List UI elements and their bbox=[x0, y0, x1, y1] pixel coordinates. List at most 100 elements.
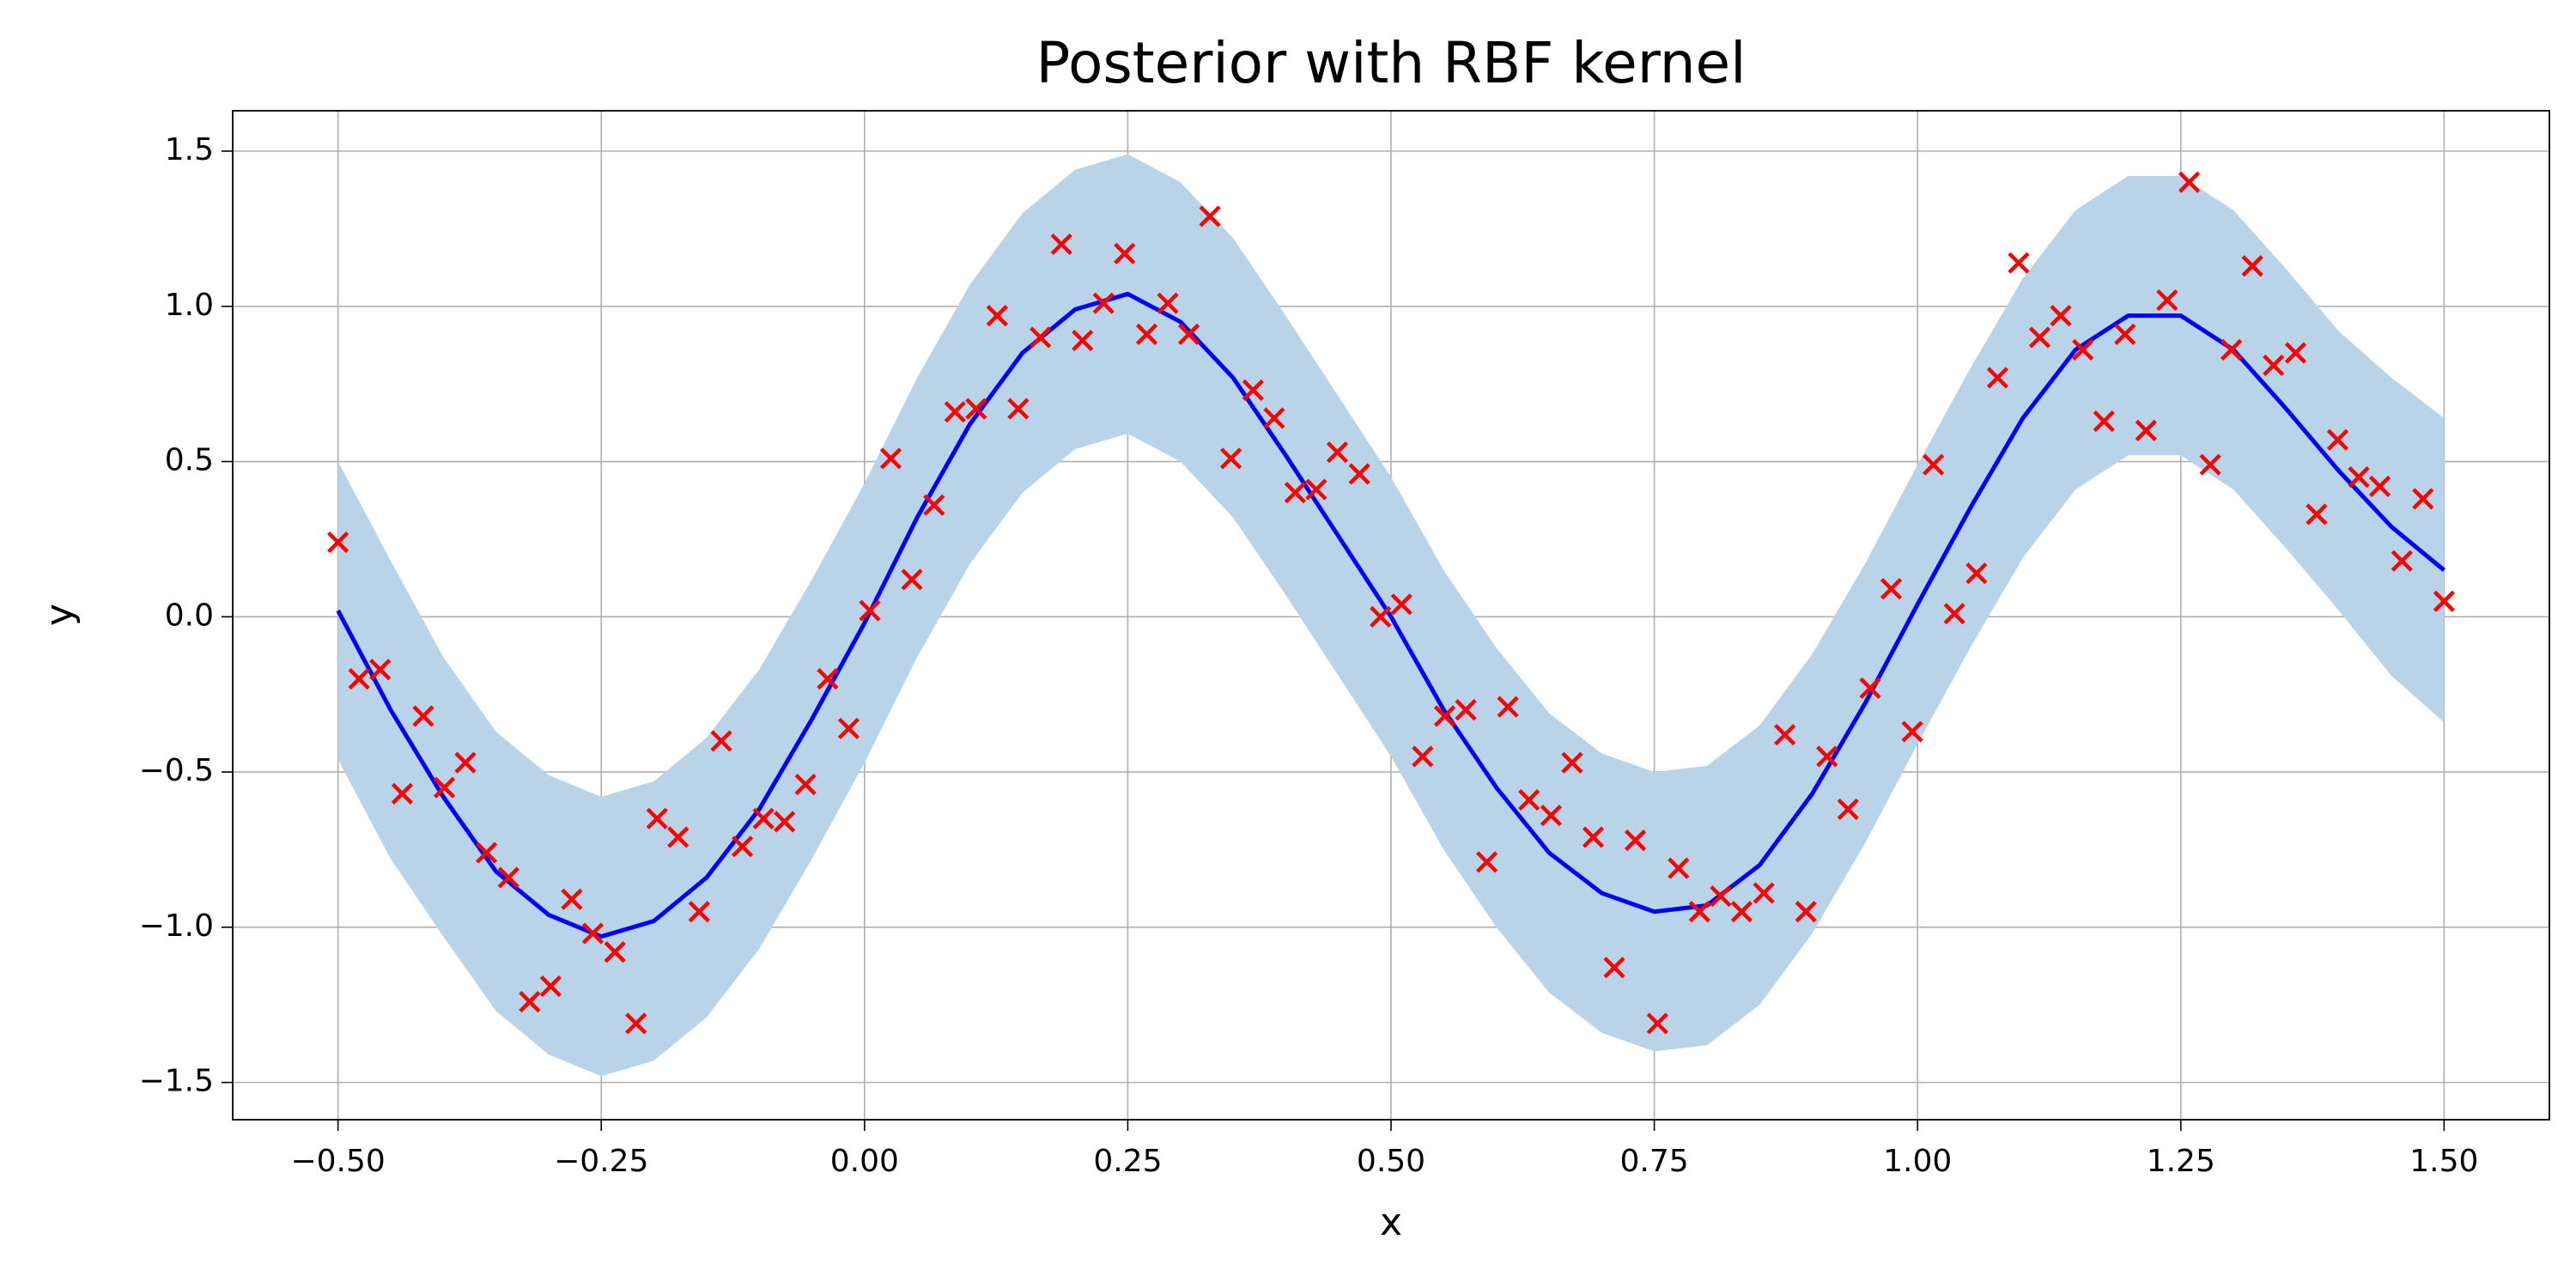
data-point bbox=[1348, 463, 1370, 485]
data-point bbox=[1370, 605, 1392, 628]
data-point bbox=[1476, 851, 1498, 873]
data-point bbox=[1412, 745, 1434, 768]
data-point bbox=[1092, 292, 1115, 314]
data-point bbox=[1177, 323, 1200, 345]
data-point bbox=[1284, 482, 1306, 504]
data-point bbox=[1624, 829, 1647, 852]
axes: −0.50 −0.25 0.00 0.25 0.50 0.75 1.00 1.25 1.50 −1… bbox=[139, 110, 2550, 1179]
x-tick-label: 1.25 bbox=[2147, 1144, 2215, 1179]
data-point bbox=[1603, 957, 1625, 979]
data-point bbox=[923, 494, 945, 516]
axes-frame bbox=[232, 110, 2550, 1121]
x-tick-label: 0.75 bbox=[1620, 1144, 1689, 1179]
data-point bbox=[2433, 590, 2455, 612]
x-tick-label: −0.25 bbox=[554, 1144, 648, 1179]
data-point bbox=[1730, 901, 1753, 923]
data-point bbox=[454, 751, 477, 774]
y-tick-label: −1.0 bbox=[139, 908, 214, 944]
data-point bbox=[688, 901, 710, 923]
data-point bbox=[1497, 696, 1519, 718]
data-point bbox=[1880, 578, 1903, 600]
data-point bbox=[2326, 428, 2349, 451]
data-point bbox=[625, 1012, 647, 1035]
data-point bbox=[1986, 367, 2008, 389]
chart-title: Posterior with RBF kernel bbox=[1036, 30, 1747, 96]
data-point bbox=[2199, 453, 2221, 476]
data-point bbox=[2263, 354, 2285, 377]
data-point bbox=[1199, 205, 1221, 228]
mean-line bbox=[336, 291, 2445, 939]
x-tick-label: 0.25 bbox=[1093, 1144, 1162, 1179]
data-point bbox=[2072, 338, 2094, 361]
data-point bbox=[965, 398, 987, 420]
data-point bbox=[1540, 805, 1563, 827]
data-point bbox=[2093, 410, 2115, 433]
data-point bbox=[1922, 453, 1945, 476]
y-tick-label: −1.5 bbox=[139, 1064, 214, 1099]
data-point bbox=[475, 841, 498, 864]
data-point bbox=[2135, 419, 2157, 441]
data-point bbox=[433, 776, 456, 799]
data-point bbox=[519, 991, 541, 1013]
data-point bbox=[1816, 745, 1838, 768]
data-point bbox=[1050, 233, 1072, 256]
data-point bbox=[497, 866, 519, 889]
y-tick-label: 1.5 bbox=[165, 132, 214, 167]
data-point bbox=[1582, 826, 1605, 848]
data-point bbox=[1753, 882, 1775, 904]
data-point bbox=[1795, 901, 1817, 923]
data-point bbox=[1433, 705, 1456, 727]
data-point bbox=[1561, 751, 1583, 774]
x-tick-label: 1.00 bbox=[1883, 1144, 1952, 1179]
data-point bbox=[1859, 677, 1881, 700]
data-point bbox=[1030, 326, 1052, 349]
data-point bbox=[1114, 242, 1136, 264]
data-point bbox=[1326, 441, 1349, 464]
data-point bbox=[646, 807, 668, 829]
x-axis-label: x bbox=[1380, 1200, 1402, 1244]
data-point bbox=[1157, 292, 1179, 314]
data-point bbox=[794, 773, 817, 796]
data-point bbox=[2221, 338, 2243, 361]
data-point bbox=[1242, 379, 1264, 401]
data-point bbox=[1965, 562, 1988, 585]
x-tick-label: 1.50 bbox=[2409, 1144, 2478, 1179]
data-point bbox=[944, 401, 966, 423]
data-point bbox=[604, 941, 626, 963]
data-point bbox=[2008, 252, 2030, 274]
data-point bbox=[2178, 171, 2201, 193]
data-point bbox=[2412, 488, 2434, 510]
data-point bbox=[2391, 550, 2413, 572]
data-point bbox=[2156, 289, 2178, 312]
data-point bbox=[1668, 857, 1690, 879]
data-point bbox=[879, 447, 902, 470]
x-tick-label: −0.50 bbox=[290, 1144, 385, 1179]
data-point bbox=[1135, 323, 1158, 345]
data-point bbox=[1072, 329, 1094, 352]
data-point bbox=[1455, 699, 1477, 721]
x-tick-label: 0.00 bbox=[830, 1144, 899, 1179]
y-tick-label: −0.5 bbox=[139, 753, 214, 788]
data-point bbox=[752, 807, 775, 829]
y-tick-label: 0.5 bbox=[165, 443, 214, 478]
data-point bbox=[1901, 720, 1923, 743]
data-point bbox=[859, 599, 881, 622]
data-point bbox=[1710, 885, 1732, 908]
data-point bbox=[1688, 901, 1710, 923]
data-point bbox=[2050, 305, 2072, 327]
data-point bbox=[2028, 326, 2051, 349]
data-point bbox=[561, 888, 583, 910]
data-point bbox=[369, 659, 392, 681]
data-point bbox=[1774, 724, 1796, 746]
data-point bbox=[1219, 447, 1242, 470]
data-point bbox=[539, 975, 562, 998]
plot-area bbox=[327, 154, 2455, 1077]
y-axis-label: y bbox=[38, 604, 82, 626]
data-point bbox=[348, 668, 370, 690]
data-point bbox=[581, 922, 605, 945]
data-point bbox=[2114, 323, 2136, 345]
x-tick-label: 0.50 bbox=[1357, 1144, 1425, 1179]
y-tick-label: 0.0 bbox=[165, 598, 214, 633]
data-point bbox=[412, 705, 434, 727]
